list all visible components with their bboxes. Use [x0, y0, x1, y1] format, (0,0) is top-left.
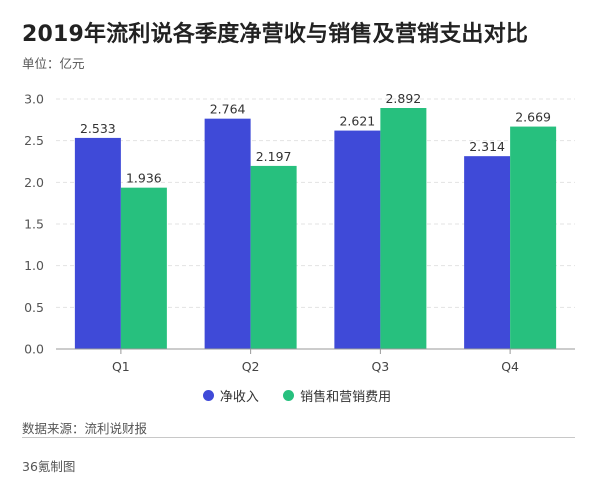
legend-marker-sales-marketing — [283, 390, 295, 401]
data-source: 数据来源：流利说财报 — [22, 421, 148, 436]
y-tick-label: 1.0 — [24, 258, 44, 273]
data-label: 2.197 — [256, 149, 292, 164]
x-tick-label: Q3 — [371, 359, 389, 374]
legend-item-net-revenue[interactable]: 净收入 — [202, 386, 259, 405]
y-tick-label: 0.0 — [24, 342, 44, 357]
y-tick-label: 1.5 — [24, 217, 44, 232]
bar-chart: 0.0 0.5 1.0 1.5 2.0 2.5 3.0 2.533 1.936 2.764 2.1… — [24, 91, 575, 374]
data-label: 2.669 — [515, 110, 551, 125]
data-label: 2.533 — [80, 121, 116, 136]
bar — [250, 165, 297, 349]
bar — [510, 126, 557, 349]
unit-label: 单位：亿元 — [22, 56, 85, 71]
legend-marker-net-revenue — [202, 390, 214, 401]
legend: 净收入 销售和营销费用 — [0, 386, 594, 405]
bar — [74, 137, 121, 349]
data-label: 2.314 — [469, 139, 505, 154]
credit: 36氪制图 — [22, 459, 76, 474]
bars — [74, 108, 557, 350]
data-label: 2.621 — [339, 114, 375, 129]
legend-label-sales-marketing: 销售和营销费用 — [300, 390, 392, 405]
x-tick-label: Q2 — [242, 359, 260, 374]
data-labels: 2.533 1.936 2.764 2.197 2.621 2.892 2.314 2.669 — [80, 91, 551, 186]
bar — [464, 156, 511, 349]
y-tick-label: 2.0 — [24, 175, 44, 190]
x-tick-label: Q4 — [501, 359, 519, 374]
bar — [334, 130, 381, 349]
divider — [22, 437, 575, 438]
y-tick-label: 3.0 — [24, 92, 44, 107]
x-axis-ticks: Q1 Q2 Q3 Q4 — [112, 349, 519, 374]
legend-label-net-revenue: 净收入 — [219, 390, 259, 405]
y-tick-label: 0.5 — [24, 300, 44, 315]
data-label: 2.892 — [385, 91, 421, 106]
x-tick-label: Q1 — [112, 359, 130, 374]
chart-title: 2019年流利说各季度净营收与销售及营销支出对比 — [22, 22, 529, 47]
y-tick-label: 2.5 — [24, 133, 44, 148]
data-label: 1.936 — [126, 171, 162, 186]
data-label: 2.764 — [210, 102, 246, 117]
bar — [204, 118, 251, 350]
bar — [380, 108, 427, 349]
legend-item-sales-marketing[interactable]: 销售和营销费用 — [283, 386, 391, 405]
bar — [120, 187, 167, 349]
y-axis-ticks: 0.0 0.5 1.0 1.5 2.0 2.5 3.0 — [24, 92, 44, 357]
